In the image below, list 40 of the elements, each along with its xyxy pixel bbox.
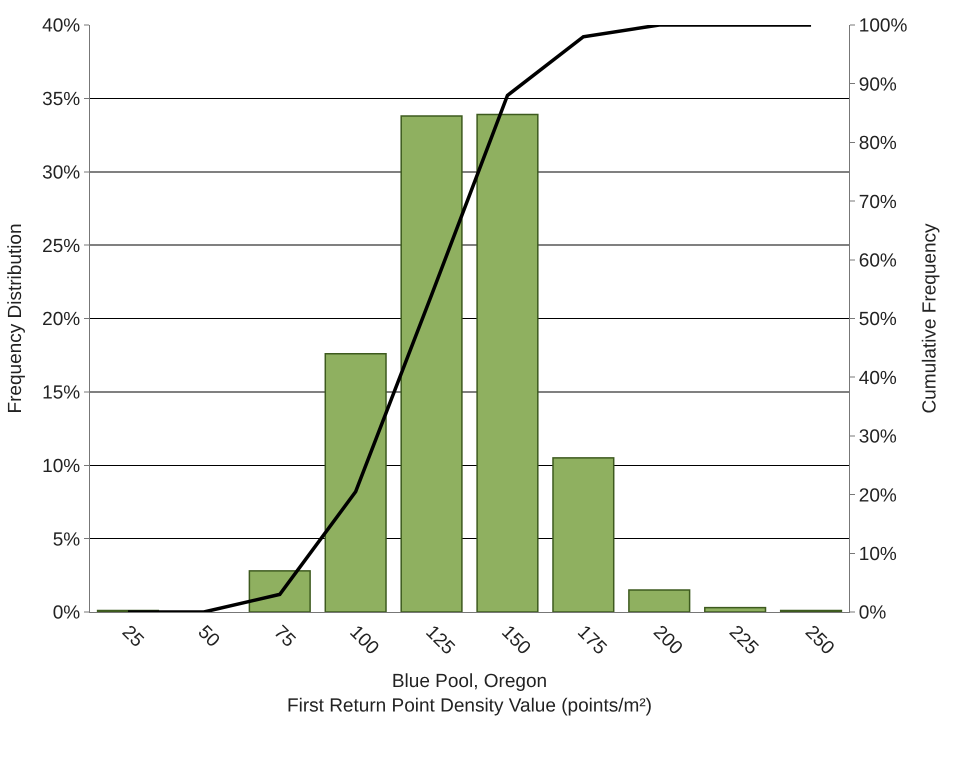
y2-tick-label: 70% bbox=[858, 192, 897, 213]
y2-tick-label: 40% bbox=[858, 368, 897, 389]
y2-axis-title: Cumulative Frequency bbox=[919, 222, 940, 414]
bar bbox=[248, 570, 311, 612]
y-tick-label: 0% bbox=[52, 602, 80, 624]
x-axis-title: Blue Pool, Oregon First Return Point Density Value (points/m²) bbox=[287, 670, 652, 716]
x-tick-label: 150 bbox=[497, 622, 534, 659]
y-tick-label: 10% bbox=[42, 456, 80, 477]
x-tick-label: 250 bbox=[800, 622, 838, 659]
y-tick-label: 15% bbox=[42, 382, 80, 404]
y2-tick-label: 10% bbox=[858, 544, 897, 565]
x-tick-label: 75 bbox=[269, 622, 300, 652]
y-tick-label: 5% bbox=[52, 529, 80, 550]
x-tick-label: 175 bbox=[573, 622, 610, 659]
bar bbox=[476, 114, 539, 612]
y-tick-label: 40% bbox=[42, 16, 80, 37]
x-tick-label: 25 bbox=[118, 622, 148, 652]
x-tick-label: 125 bbox=[421, 622, 459, 659]
y2-tick-label: 30% bbox=[858, 426, 897, 448]
bar bbox=[552, 457, 614, 612]
y-tick-label: 30% bbox=[42, 162, 80, 184]
y-tick-label: 35% bbox=[42, 89, 80, 110]
y2-tick-label: 60% bbox=[858, 250, 897, 272]
y2-tick-label: 100% bbox=[858, 16, 908, 37]
y-tick-label: 25% bbox=[42, 236, 80, 257]
y2-tick-label: 80% bbox=[858, 133, 897, 154]
x-tick-label: 50 bbox=[194, 622, 224, 652]
bar bbox=[324, 352, 387, 612]
x-tick-label: 100 bbox=[345, 622, 383, 659]
y2-tick-label: 20% bbox=[858, 485, 897, 506]
y2-tick-label: 90% bbox=[858, 74, 897, 96]
bar bbox=[628, 589, 690, 612]
y2-tick-label: 50% bbox=[858, 309, 897, 330]
x-tick-label: 200 bbox=[648, 622, 686, 659]
x-tick-label: 225 bbox=[724, 622, 762, 659]
y-axis-title: Frequency Distribution bbox=[5, 223, 26, 414]
y-tick-label: 20% bbox=[42, 309, 80, 330]
bar bbox=[704, 606, 766, 612]
y2-tick-label: 0% bbox=[858, 602, 886, 624]
bar bbox=[400, 115, 463, 612]
